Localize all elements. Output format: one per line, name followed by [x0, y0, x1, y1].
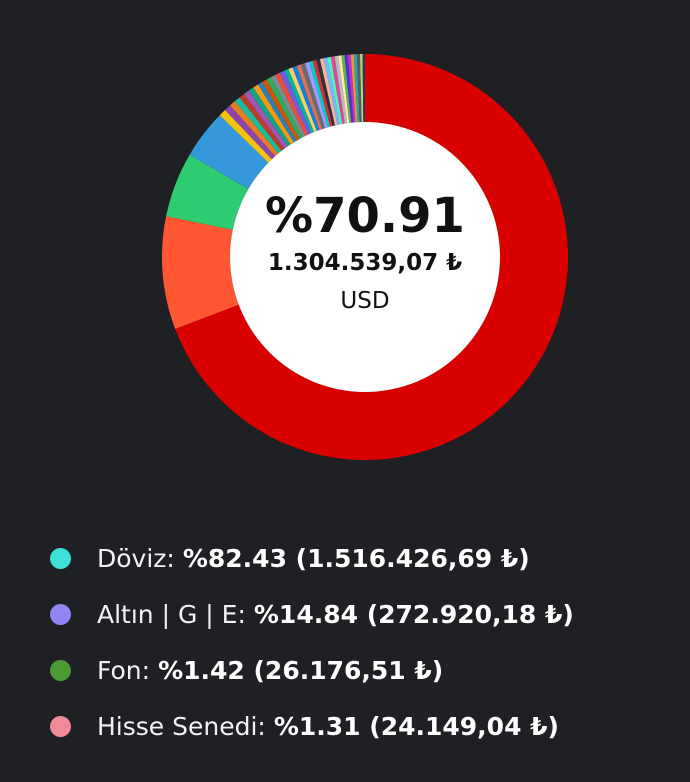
donut-slice-17[interactable] — [279, 70, 312, 135]
legend-dot-doviz — [50, 547, 71, 569]
legend-item-hisse-senedi[interactable]: Hisse Senedi: %1.31 (24.149,04 ₺) — [50, 698, 670, 754]
donut-chart-svg — [161, 54, 569, 460]
donut-slice-12[interactable] — [257, 81, 297, 143]
chart-legend: Döviz: %82.43 (1.516.426,69 ₺) Altın | G… — [50, 530, 670, 754]
donut-slice-23[interactable] — [304, 61, 328, 129]
donut-slice-4[interactable] — [219, 109, 272, 163]
donut-chart[interactable] — [160, 52, 570, 462]
legend-item-doviz[interactable]: Döviz: %82.43 (1.516.426,69 ₺) — [50, 530, 670, 586]
donut-slice-5[interactable] — [225, 105, 276, 160]
donut-slice-37[interactable] — [353, 54, 360, 123]
legend-item-fon[interactable]: Fon: %1.42 (26.176,51 ₺) — [50, 642, 670, 698]
donut-slice-2[interactable] — [166, 154, 249, 230]
donut-slice-0[interactable] — [175, 54, 569, 460]
donut-slice-15[interactable] — [270, 74, 306, 138]
donut-slice-25[interactable] — [312, 59, 333, 127]
legend-value-altin: %14.84 (272.920,18 ₺) — [253, 599, 574, 629]
legend-item-altin[interactable]: Altın | G | E: %14.84 (272.920,18 ₺) — [50, 586, 670, 642]
donut-slice-34[interactable] — [344, 54, 354, 123]
donut-slice-19[interactable] — [288, 67, 317, 132]
donut-slice-14[interactable] — [266, 77, 303, 139]
donut-slice-18[interactable] — [284, 68, 315, 134]
donut-slice-39[interactable] — [360, 54, 364, 123]
legend-value-hisse-senedi: %1.31 (24.149,04 ₺) — [273, 711, 559, 741]
donut-slice-11[interactable] — [253, 84, 294, 145]
legend-label-fon: Fon: — [97, 655, 151, 685]
donut-slice-6[interactable] — [230, 101, 279, 157]
donut-slice-9[interactable] — [244, 90, 288, 149]
donut-slice-26[interactable] — [316, 59, 336, 126]
donut-slice-8[interactable] — [239, 93, 285, 151]
donut-slice-24[interactable] — [309, 60, 331, 128]
legend-dot-fon — [50, 659, 71, 681]
donut-slice-30[interactable] — [330, 56, 345, 124]
legend-label-doviz: Döviz: — [97, 543, 175, 573]
donut-slice-1[interactable] — [161, 216, 239, 329]
donut-slice-10[interactable] — [248, 87, 291, 147]
donut-slice-38[interactable] — [356, 54, 362, 123]
donut-slice-33[interactable] — [341, 55, 352, 123]
donut-slice-20[interactable] — [292, 65, 320, 131]
donut-slice-35[interactable] — [347, 54, 356, 123]
donut-slice-27[interactable] — [319, 58, 338, 126]
donut-slice-32[interactable] — [338, 55, 350, 124]
donut-slice-28[interactable] — [323, 57, 340, 125]
donut-slice-22[interactable] — [300, 63, 326, 129]
legend-dot-altin — [50, 603, 71, 625]
donut-slice-36[interactable] — [350, 54, 358, 123]
donut-slice-29[interactable] — [327, 56, 343, 125]
legend-dot-hisse-senedi — [50, 715, 71, 737]
legend-value-doviz: %82.43 (1.516.426,69 ₺) — [182, 543, 530, 573]
donut-slice-31[interactable] — [334, 55, 348, 124]
donut-slice-7[interactable] — [234, 97, 282, 154]
legend-value-fon: %1.42 (26.176,51 ₺) — [158, 655, 444, 685]
donut-slice-40[interactable] — [362, 54, 365, 123]
legend-label-hisse-senedi: Hisse Senedi: — [97, 711, 266, 741]
legend-label-altin: Altın | G | E: — [97, 599, 246, 629]
donut-slice-3[interactable] — [189, 115, 269, 190]
donut-slice-13[interactable] — [262, 79, 300, 141]
donut-hole — [230, 122, 500, 392]
donut-slice-21[interactable] — [296, 64, 323, 130]
donut-slice-16[interactable] — [275, 72, 309, 136]
